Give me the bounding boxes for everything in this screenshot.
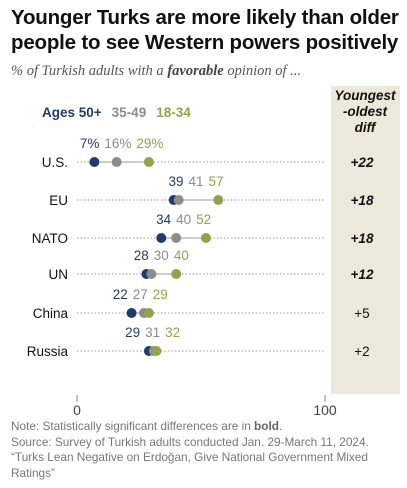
diff-value: +2 — [354, 344, 369, 359]
value-label: 41 — [189, 174, 204, 189]
value-label: 22 — [113, 287, 128, 302]
chart-subtitle: % of Turkish adults with a favorable opi… — [11, 63, 403, 80]
subtitle-bold: favorable — [167, 63, 224, 79]
value-label: 57 — [209, 174, 224, 189]
data-dot-35-49 — [171, 233, 182, 243]
value-label: 34 — [156, 212, 172, 227]
category-label: NATO — [32, 231, 68, 246]
data-dot-ages-50- — [126, 308, 137, 318]
value-label: 40 — [176, 212, 191, 227]
value-label: 29 — [125, 325, 140, 340]
diff-value: +5 — [354, 306, 369, 321]
category-label: U.S. — [42, 155, 68, 170]
chart-title: Younger Turks are more likely than older… — [11, 6, 399, 54]
note-post: . — [278, 419, 283, 433]
legend-item: 35-49 — [112, 105, 147, 120]
report-line: “Turks Lean Negative on Erdoğan, Give Na… — [11, 450, 368, 480]
diff-value: +22 — [351, 155, 374, 170]
diff-value: +18 — [351, 231, 374, 246]
diff-value: +12 — [351, 267, 374, 282]
value-label: 32 — [165, 325, 180, 340]
data-dot-18-34 — [213, 195, 224, 205]
data-dot-18-34 — [200, 233, 211, 243]
subtitle-pre: % of Turkish adults with a — [11, 63, 168, 79]
data-dot-18-34 — [143, 157, 154, 167]
note-line: Note: Statistically significant differen… — [11, 419, 403, 435]
value-label: 30 — [154, 248, 169, 263]
data-dot-ages-50- — [156, 233, 167, 243]
data-dot-18-34 — [151, 346, 162, 356]
x-axis-tick-label: 100 — [313, 402, 337, 418]
data-dot-35-49 — [173, 195, 184, 205]
category-label: China — [33, 306, 69, 321]
diff-header-line: diff — [355, 120, 377, 135]
chart-notes: Note: Statistically significant differen… — [11, 419, 403, 481]
data-dot-18-34 — [143, 308, 154, 318]
value-label: 29 — [153, 287, 168, 302]
value-label: 7% — [80, 136, 100, 151]
diff-header-line: Youngest — [334, 88, 396, 103]
category-label: EU — [49, 193, 68, 208]
note-pre: Note: Statistically significant differen… — [11, 419, 255, 433]
diff-value: +18 — [351, 193, 374, 208]
data-dot-ages-50- — [89, 157, 100, 167]
data-dot-35-49 — [111, 157, 122, 167]
value-label: 16% — [104, 136, 131, 151]
subtitle-post: opinion of ... — [223, 63, 302, 79]
value-label: 39 — [168, 174, 183, 189]
data-dot-35-49 — [146, 269, 157, 279]
x-axis-tick-label: 0 — [73, 402, 81, 418]
data-dot-18-34 — [171, 269, 182, 279]
value-label: 31 — [145, 325, 160, 340]
note-bold: bold — [254, 419, 279, 433]
value-label: 52 — [196, 212, 211, 227]
legend-item: 18-34 — [156, 105, 191, 120]
category-label: Russia — [27, 344, 69, 359]
value-label: 29% — [136, 136, 163, 151]
value-label: 27 — [133, 287, 148, 302]
category-label: UN — [49, 267, 69, 282]
diff-column-background — [331, 86, 400, 394]
value-label: 40 — [174, 248, 189, 263]
source-line: Source: Survey of Turkish adults conduct… — [11, 434, 369, 449]
diff-header-line: -oldest — [343, 104, 388, 119]
legend-item: Ages 50+ — [42, 105, 102, 120]
value-label: 28 — [134, 248, 149, 263]
